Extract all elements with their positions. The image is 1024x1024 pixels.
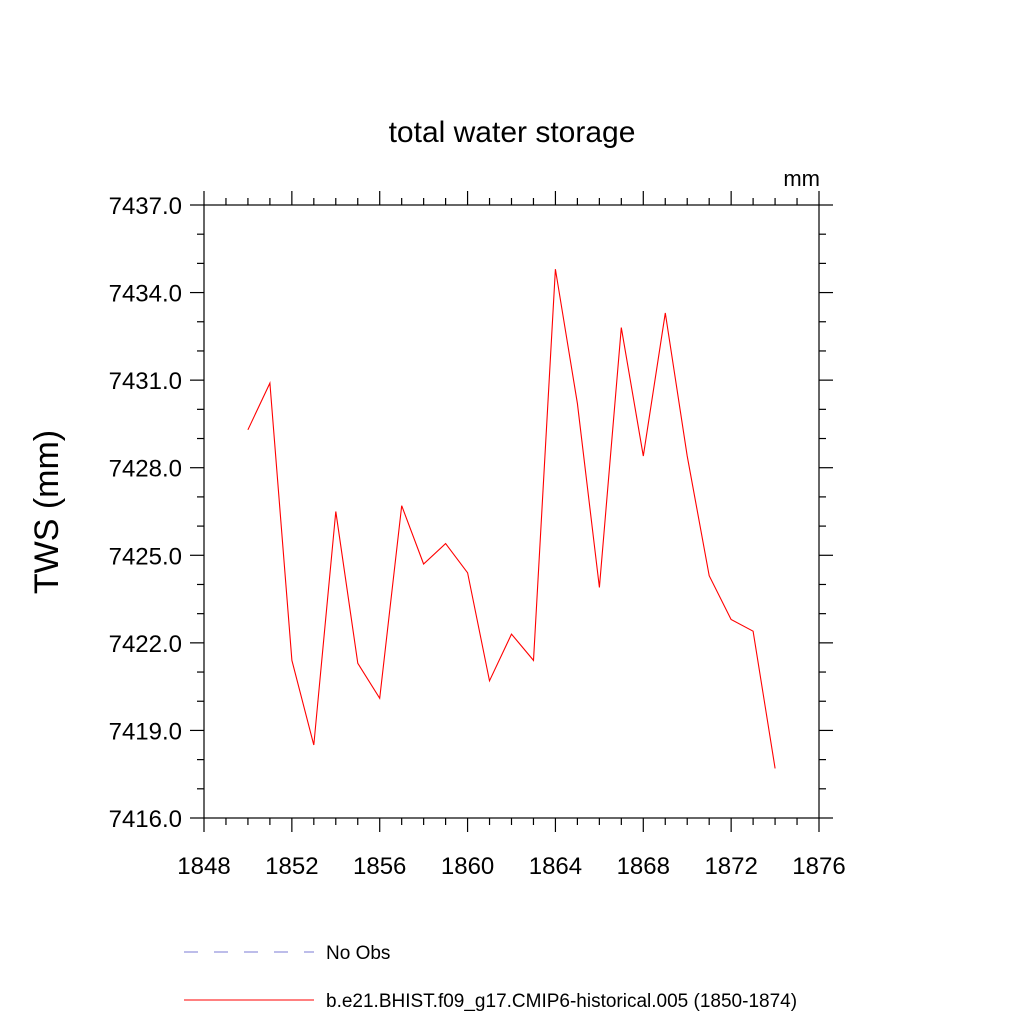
axis-ticks xyxy=(190,191,833,832)
x-tick-label: 1864 xyxy=(529,853,582,880)
legend-label: b.e21.BHIST.f09_g17.CMIP6-historical.005… xyxy=(326,991,797,1012)
legend: No Obs b.e21.BHIST.f09_g17.CMIP6-historic… xyxy=(184,943,797,1012)
x-tick-label: 1872 xyxy=(704,853,757,880)
axis-tick-labels: 1848 1852 1856 1860 1864 1868 1872 1876 7416.0 74… xyxy=(109,193,846,880)
y-tick-label: 7431.0 xyxy=(109,368,182,395)
y-tick-label: 7434.0 xyxy=(109,281,182,308)
legend-label: No Obs xyxy=(326,943,390,964)
series-layer xyxy=(247,269,776,769)
x-tick-label: 1848 xyxy=(177,853,230,880)
y-tick-label: 7425.0 xyxy=(109,543,182,570)
x-tick-label: 1868 xyxy=(617,853,670,880)
y-tick-label: 7428.0 xyxy=(109,456,182,483)
series-line xyxy=(247,269,776,769)
y-tick-label: 7419.0 xyxy=(109,718,182,745)
x-tick-label: 1852 xyxy=(265,853,318,880)
chart-title: total water storage xyxy=(389,116,636,149)
y-tick-label: 7437.0 xyxy=(109,193,182,220)
x-tick-label: 1856 xyxy=(353,853,406,880)
x-tick-label: 1876 xyxy=(792,853,845,880)
plot-frame xyxy=(203,204,820,819)
y-axis-label: TWS (mm) xyxy=(28,430,66,594)
y-tick-label: 7422.0 xyxy=(109,631,182,658)
y-tick-label: 7416.0 xyxy=(109,806,182,833)
units-label: mm xyxy=(783,166,820,191)
x-tick-label: 1860 xyxy=(441,853,494,880)
